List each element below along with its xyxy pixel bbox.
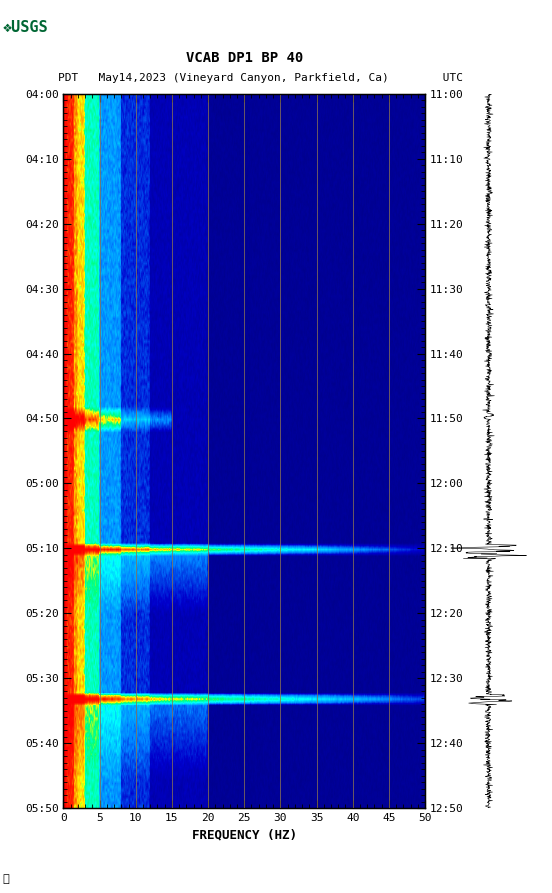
Text: VCAB DP1 BP 40: VCAB DP1 BP 40 (185, 51, 303, 65)
Text: ❖USGS: ❖USGS (3, 20, 49, 35)
X-axis label: FREQUENCY (HZ): FREQUENCY (HZ) (192, 829, 297, 841)
Text: ⅄: ⅄ (3, 874, 9, 884)
Text: PDT   May14,2023 (Vineyard Canyon, Parkfield, Ca)        UTC: PDT May14,2023 (Vineyard Canyon, Parkfie… (58, 72, 463, 83)
